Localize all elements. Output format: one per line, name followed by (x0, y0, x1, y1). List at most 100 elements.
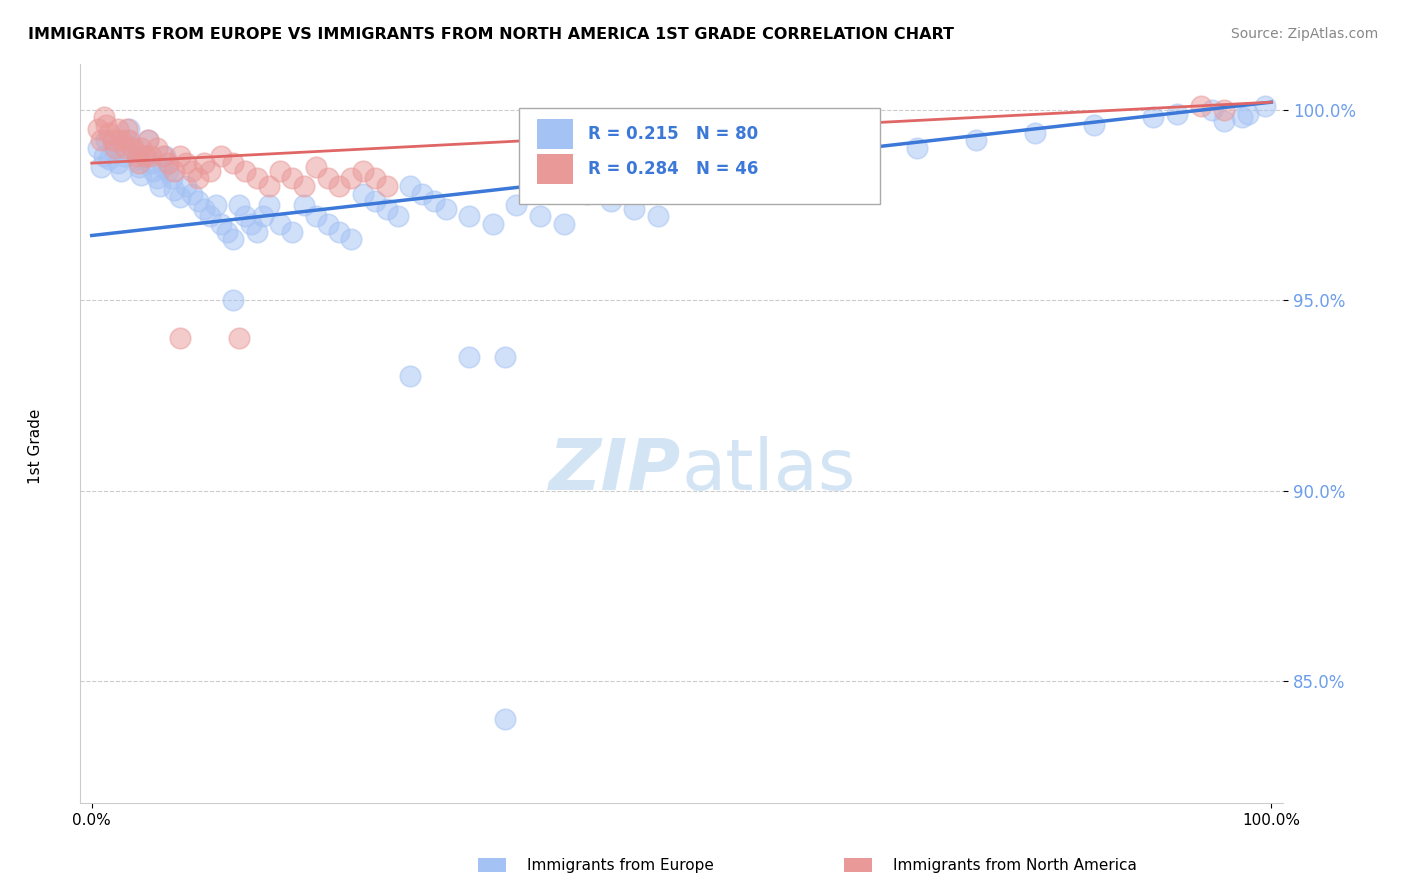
Point (163, 183, 186, 197)
Point (107, 156, 129, 170)
Text: Immigrants from Europe: Immigrants from Europe (527, 858, 714, 872)
Point (90, 160, 112, 174)
Point (233, 163, 256, 178)
Point (125, 153, 148, 167)
Point (340, 232, 363, 246)
Point (423, 194, 446, 209)
Point (90, 133, 112, 147)
Point (246, 225, 269, 239)
Point (907, 141, 929, 155)
Point (494, 712, 516, 726)
Point (269, 163, 291, 178)
Point (292, 179, 315, 194)
Point (174, 156, 197, 170)
Point (128, 160, 150, 174)
Point (399, 179, 422, 194)
Point (157, 163, 180, 178)
Point (364, 171, 387, 186)
Point (174, 179, 197, 194)
Text: IMMIGRANTS FROM EUROPE VS IMMIGRANTS FROM NORTH AMERICA 1ST GRADE CORRELATION CH: IMMIGRANTS FROM EUROPE VS IMMIGRANTS FRO… (28, 27, 955, 42)
Point (246, 171, 269, 186)
Point (101, 137, 124, 152)
Point (94, 118, 117, 132)
Point (93, 111, 115, 125)
Point (553, 217, 575, 231)
Point (481, 217, 503, 231)
Point (848, 148, 870, 162)
Point (217, 225, 239, 239)
Point (305, 160, 328, 174)
Text: ZIP: ZIP (550, 436, 682, 505)
Point (118, 121, 141, 136)
Point (1213, 103, 1236, 117)
Point (228, 198, 250, 212)
Point (364, 194, 387, 209)
Text: atlas: atlas (682, 436, 856, 505)
Point (458, 351, 481, 365)
Point (305, 210, 328, 224)
Point (129, 141, 152, 155)
Point (128, 156, 150, 170)
Point (107, 121, 129, 136)
Point (86, 141, 108, 155)
Point (647, 210, 669, 224)
Point (352, 186, 374, 201)
Point (252, 210, 274, 224)
Point (115, 121, 138, 136)
Point (118, 133, 141, 147)
FancyBboxPatch shape (519, 109, 880, 204)
Point (149, 179, 172, 194)
Point (115, 133, 138, 147)
Point (129, 168, 152, 182)
Point (181, 186, 204, 201)
Point (965, 133, 987, 147)
Point (222, 232, 245, 246)
Point (211, 217, 233, 231)
Text: R = 0.215   N = 80: R = 0.215 N = 80 (588, 125, 758, 144)
Point (458, 210, 481, 224)
Point (1236, 106, 1258, 120)
Point (257, 198, 280, 212)
Point (134, 148, 156, 162)
Point (1230, 111, 1253, 125)
Point (193, 156, 215, 170)
Point (281, 171, 304, 186)
Point (138, 133, 160, 147)
Point (157, 156, 180, 170)
Point (114, 148, 136, 162)
Point (139, 148, 162, 162)
Point (316, 217, 339, 231)
Point (198, 210, 221, 224)
Point (94, 133, 117, 147)
Point (222, 156, 245, 170)
Point (505, 198, 527, 212)
Point (110, 163, 132, 178)
Point (1142, 111, 1164, 125)
Point (152, 160, 174, 174)
Point (104, 141, 127, 155)
Point (576, 186, 599, 201)
Point (114, 141, 136, 155)
Point (169, 148, 191, 162)
Point (142, 163, 165, 178)
Text: Immigrants from North America: Immigrants from North America (893, 858, 1136, 872)
Point (411, 186, 433, 201)
Point (211, 148, 233, 162)
Point (93, 148, 115, 162)
Point (104, 145, 127, 159)
Point (152, 148, 174, 162)
Point (529, 210, 551, 224)
Point (122, 141, 145, 155)
Point (269, 217, 291, 231)
Point (101, 133, 124, 147)
Point (160, 171, 183, 186)
Point (292, 198, 315, 212)
Point (1201, 103, 1223, 117)
Point (122, 141, 145, 155)
Point (153, 148, 176, 162)
Point (399, 369, 422, 384)
Point (494, 351, 516, 365)
Point (1213, 114, 1236, 128)
Point (623, 202, 645, 216)
Text: 1st Grade: 1st Grade (28, 409, 42, 483)
